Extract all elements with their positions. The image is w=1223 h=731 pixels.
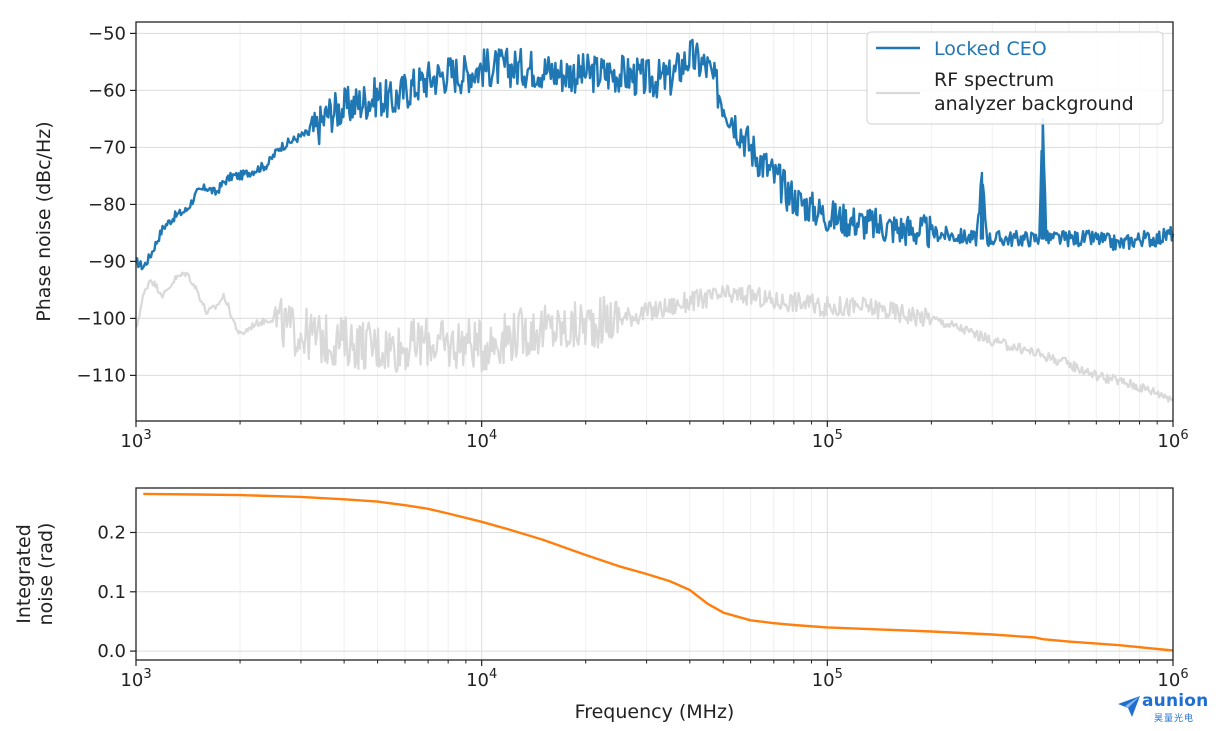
y-tick-label: −50	[88, 23, 126, 44]
x-tick-base: 10	[1157, 431, 1180, 452]
y-tick-label: 0.1	[97, 582, 126, 603]
logo-subtitle-text: 昊量光电	[1154, 714, 1195, 724]
legend-label-line: analyzer background	[934, 93, 1134, 115]
x-tick-base: 10	[466, 670, 489, 691]
x-tick-base: 10	[120, 670, 143, 691]
x-tick-label: 105	[812, 667, 843, 691]
legend-label-rf-background: RF spectrum analyzer background	[934, 69, 1134, 115]
legend-label-locked-ceo: Locked CEO	[934, 38, 1047, 60]
x-tick-label: 103	[120, 667, 151, 691]
y-tick-label: −100	[77, 308, 126, 329]
x-axis-label: Frequency (MHz)	[575, 701, 735, 723]
x-tick-exponent: 3	[143, 428, 151, 443]
x-tick-label: 104	[466, 667, 497, 691]
x-tick-base: 10	[812, 431, 835, 452]
axes-frame	[135, 21, 1174, 422]
legend-box	[866, 31, 1164, 125]
y-tick-label: −80	[88, 194, 126, 215]
y-tick-label: 0.2	[97, 522, 126, 543]
y-tick-label: 0.0	[97, 641, 126, 662]
x-tick-label: 106	[1157, 667, 1188, 691]
y-axis-label: noise (rad)	[35, 523, 57, 626]
logo-brand-text: aunion	[1142, 691, 1209, 711]
series-line-rf-background	[135, 271, 1174, 403]
y-tick-label: −90	[88, 251, 126, 272]
phase-noise-panel: 103 104 105 106−50−60−70−80−90−100−110Phase…	[33, 21, 1189, 452]
x-tick-base: 10	[466, 431, 489, 452]
x-tick-label: 106	[1157, 428, 1188, 452]
legend: Locked CEO RF spectrum analyzer background	[866, 31, 1164, 125]
x-tick-base: 10	[120, 431, 143, 452]
x-tick-exponent: 6	[1180, 667, 1188, 682]
aunion-logo: aunion 昊量光电	[1114, 690, 1218, 726]
x-tick-label: 103	[120, 428, 151, 452]
x-tick-label: 105	[812, 428, 843, 452]
axes-frame	[135, 487, 1174, 661]
x-tick-exponent: 5	[835, 667, 843, 682]
legend-label-line: RF spectrum	[934, 69, 1054, 91]
y-axis-label: Phase noise (dBc/Hz)	[33, 121, 55, 321]
series-line-integrated-noise	[143, 492, 1174, 652]
y-tick-label: −110	[77, 365, 126, 386]
y-tick-label: −60	[88, 80, 126, 101]
x-tick-base: 10	[1157, 670, 1180, 691]
paper-plane-icon	[1118, 696, 1140, 717]
y-tick-label: −70	[88, 137, 126, 158]
y-axis-label: Integrated	[13, 524, 35, 624]
series-line-locked-ceo	[135, 38, 1175, 271]
x-tick-exponent: 5	[835, 428, 843, 443]
x-tick-exponent: 4	[489, 428, 497, 443]
x-tick-label: 104	[466, 428, 497, 452]
x-tick-exponent: 4	[489, 667, 497, 682]
x-tick-base: 10	[812, 670, 835, 691]
x-tick-exponent: 3	[143, 667, 151, 682]
x-tick-exponent: 6	[1180, 428, 1188, 443]
